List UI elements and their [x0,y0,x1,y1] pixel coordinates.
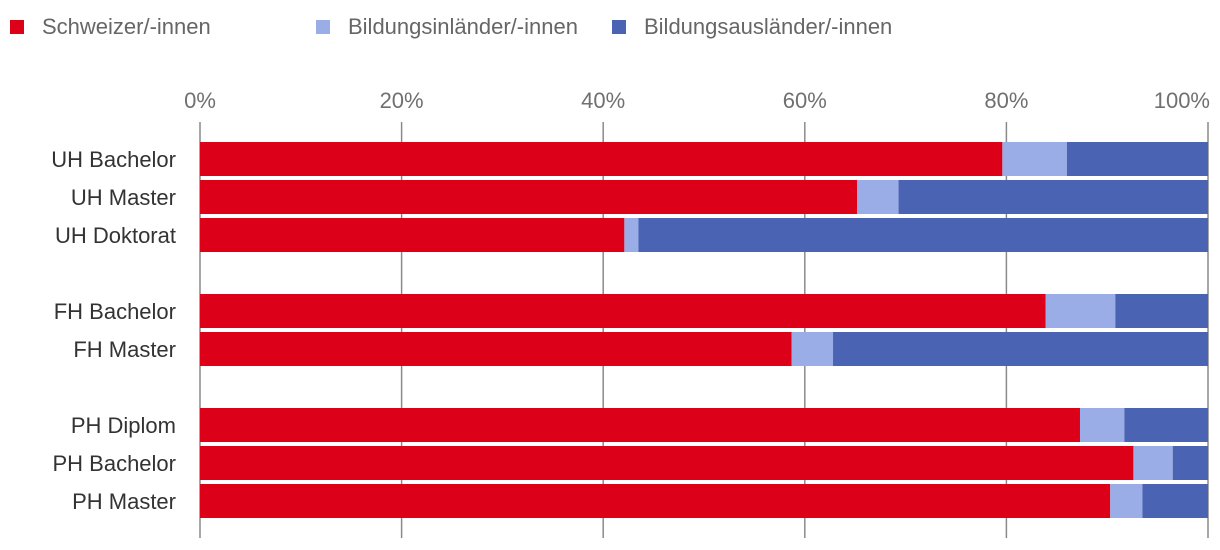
bar-segment [1045,294,1116,328]
category-label: FH Bachelor [54,299,176,324]
x-tick-label: 60% [783,88,827,113]
bar-segment [200,180,858,214]
legend-label: Schweizer/-innen [42,14,211,39]
bar-segment [200,142,1003,176]
bar-segment [1124,408,1208,442]
bar-segment [200,408,1080,442]
bar-segment [833,332,1208,366]
x-tick-label: 20% [380,88,424,113]
x-tick-label: 100% [1154,88,1210,113]
x-tick-label: 0% [184,88,216,113]
category-label: FH Master [73,337,176,362]
bar-segment [200,484,1111,518]
bar-segment [1066,142,1208,176]
legend-swatch [10,20,24,34]
x-tick-label: 80% [984,88,1028,113]
bar-segment [1142,484,1208,518]
bar-segment [200,294,1046,328]
bar-segment [638,218,1208,252]
legend: Schweizer/-innen Bildungsinländer/-innen B… [10,14,892,39]
bar-segment [857,180,899,214]
legend-swatch [316,20,330,34]
legend-swatch [612,20,626,34]
bar-segment [1079,408,1125,442]
x-tick-label: 40% [581,88,625,113]
bar-segment [200,446,1134,480]
bar-segment [1110,484,1143,518]
legend-label: Bildungsausländer/-innen [644,14,892,39]
category-label: UH Master [71,185,176,210]
bar-segment [791,332,834,366]
category-label: UH Bachelor [51,147,176,172]
y-axis-category-labels: UH Bachelor UH Master UH Doktorat FH Bachel… [51,147,176,514]
bar-segment [1115,294,1208,328]
bar-segment [624,218,639,252]
category-label: PH Diplom [71,413,176,438]
category-label: PH Master [72,489,176,514]
bar-segment [898,180,1208,214]
bar-segment [1002,142,1067,176]
x-axis-ticks: 0% 20% 40% 60% 80% 100% [184,88,1210,113]
category-label: PH Bachelor [52,451,176,476]
category-label: UH Doktorat [55,223,176,248]
bar-segment [1172,446,1208,480]
bar-segment [1133,446,1173,480]
bars [200,142,1208,518]
bar-segment [200,218,625,252]
legend-label: Bildungsinländer/-innen [348,14,578,39]
bar-segment [200,332,792,366]
